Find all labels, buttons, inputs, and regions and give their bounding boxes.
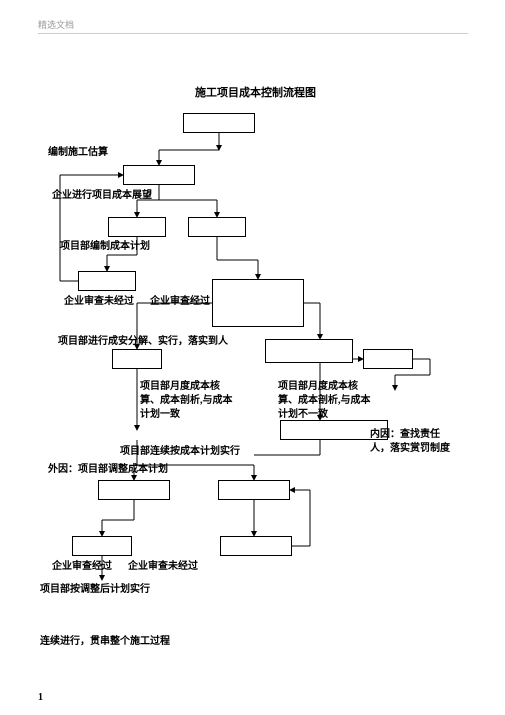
flow-box-3a <box>108 217 166 237</box>
label-l4a: 企业审查未经过 <box>64 295 134 309</box>
label-l6b: 项目部月度成本核 算、成本剖析,与成本 计划不一致 <box>278 380 371 422</box>
flow-box-6b <box>363 349 413 369</box>
flow-box-1 <box>183 113 255 133</box>
label-l11: 项目部按调整后计划实行 <box>40 583 150 597</box>
flow-box-10b <box>220 536 292 556</box>
flow-box-4b <box>212 279 304 327</box>
label-l5: 项目部进行成安分解、实行，落实到人 <box>58 335 228 349</box>
label-l12: 连续进行，贯串整个施工过程 <box>40 635 170 649</box>
flow-box-4a <box>78 271 136 291</box>
label-l1: 编制施工估算 <box>48 146 108 160</box>
label-l10b: 企业审查未经过 <box>128 560 198 574</box>
flow-box-10a <box>72 536 132 556</box>
flow-box-2 <box>123 165 195 185</box>
label-l2: 企业进行项目成本展望 <box>52 189 152 203</box>
flow-box-8 <box>98 480 170 500</box>
label-l8: 内因：查找责任 人，落实赏罚制度 <box>370 428 450 456</box>
flow-box-5 <box>112 349 162 369</box>
flowchart-connectors <box>0 0 505 715</box>
label-l7: 项目部连续按成本计划实行 <box>120 445 240 459</box>
page-number: 1 <box>38 692 43 703</box>
flow-box-9 <box>218 480 290 500</box>
label-l4b: 企业审查经过 <box>150 295 210 309</box>
label-l10a: 企业审查经过 <box>52 560 112 574</box>
flow-box-3b <box>188 217 246 237</box>
label-l3: 项目部编制成本计划 <box>60 240 150 254</box>
label-l9: 外因：项目部调整成本计划 <box>48 463 168 477</box>
flow-box-6a <box>265 339 353 363</box>
label-l6a: 项目部月度成本核 算、成本剖析,与成本 计划一致 <box>140 380 233 422</box>
